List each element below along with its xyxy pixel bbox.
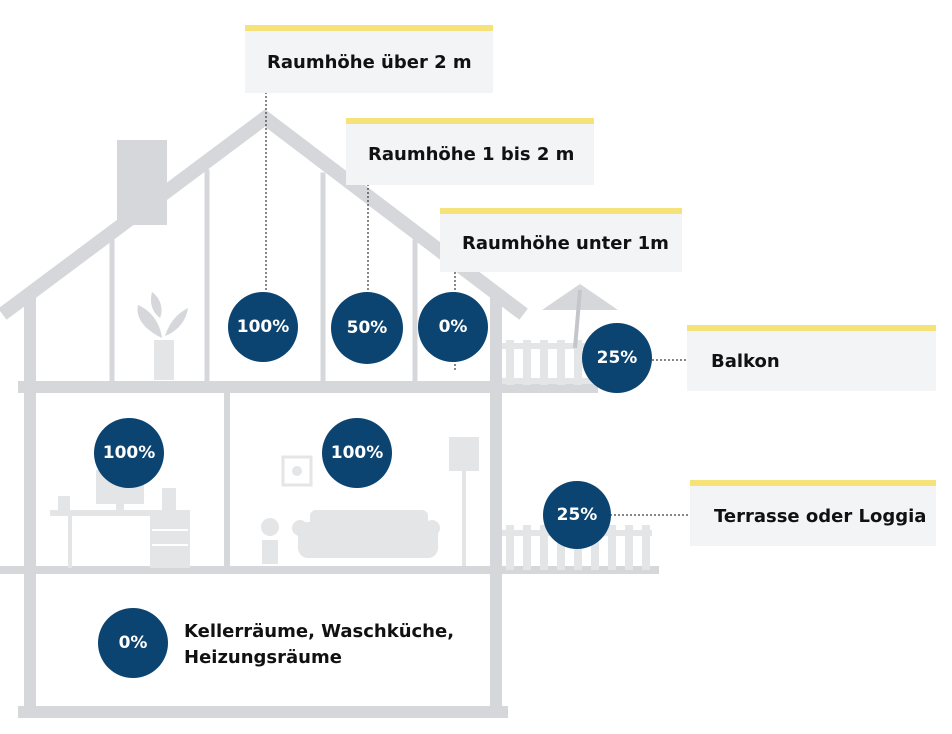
- badge-basement: 0%: [98, 608, 168, 678]
- umbrella-icon: [542, 284, 618, 349]
- label-raumhoehe-1-bis-2m: Raumhöhe 1 bis 2 m: [346, 118, 594, 185]
- label-text: Terrasse oder Loggia: [714, 505, 927, 527]
- badge-attic-over-2m: 100%: [228, 292, 298, 362]
- railing-icon: [502, 340, 594, 385]
- plant-icon: [137, 292, 188, 380]
- badge-balcony: 25%: [582, 323, 652, 393]
- desk-icon: [50, 510, 190, 568]
- label-raumhoehe-ueber-2m: Raumhöhe über 2 m: [245, 25, 493, 93]
- label-kellerraeume-line2: Heizungsräume: [184, 647, 342, 668]
- badge-attic-under-1m: 0%: [418, 292, 488, 362]
- label-text: Raumhöhe unter 1m: [462, 232, 669, 254]
- label-text: Raumhöhe 1 bis 2 m: [368, 144, 575, 165]
- small-plant-icon: [261, 518, 279, 564]
- floor-lamp-icon: [449, 437, 479, 566]
- badge-ground-left: 100%: [94, 418, 164, 488]
- badge-terrace: 25%: [543, 481, 611, 549]
- label-raumhoehe-unter-1m: Raumhöhe unter 1m: [440, 208, 682, 272]
- label-balkon: Balkon: [687, 325, 936, 391]
- badge-ground-right: 100%: [322, 418, 392, 488]
- badge-attic-1-to-2m: 50%: [331, 292, 403, 364]
- label-text: Raumhöhe über 2 m: [267, 51, 472, 73]
- sofa-icon: [292, 510, 440, 558]
- label-kellerraeume-line1: Kellerräume, Waschküche,: [184, 621, 455, 642]
- label-text: Balkon: [711, 350, 780, 372]
- label-terrasse-oder-loggia: Terrasse oder Loggia: [690, 480, 936, 546]
- picture-frame-icon: [281, 455, 313, 487]
- roof: [0, 109, 528, 320]
- label-kellerraeume: Kellerräume, Waschküche, Heizungsräume: [184, 619, 484, 671]
